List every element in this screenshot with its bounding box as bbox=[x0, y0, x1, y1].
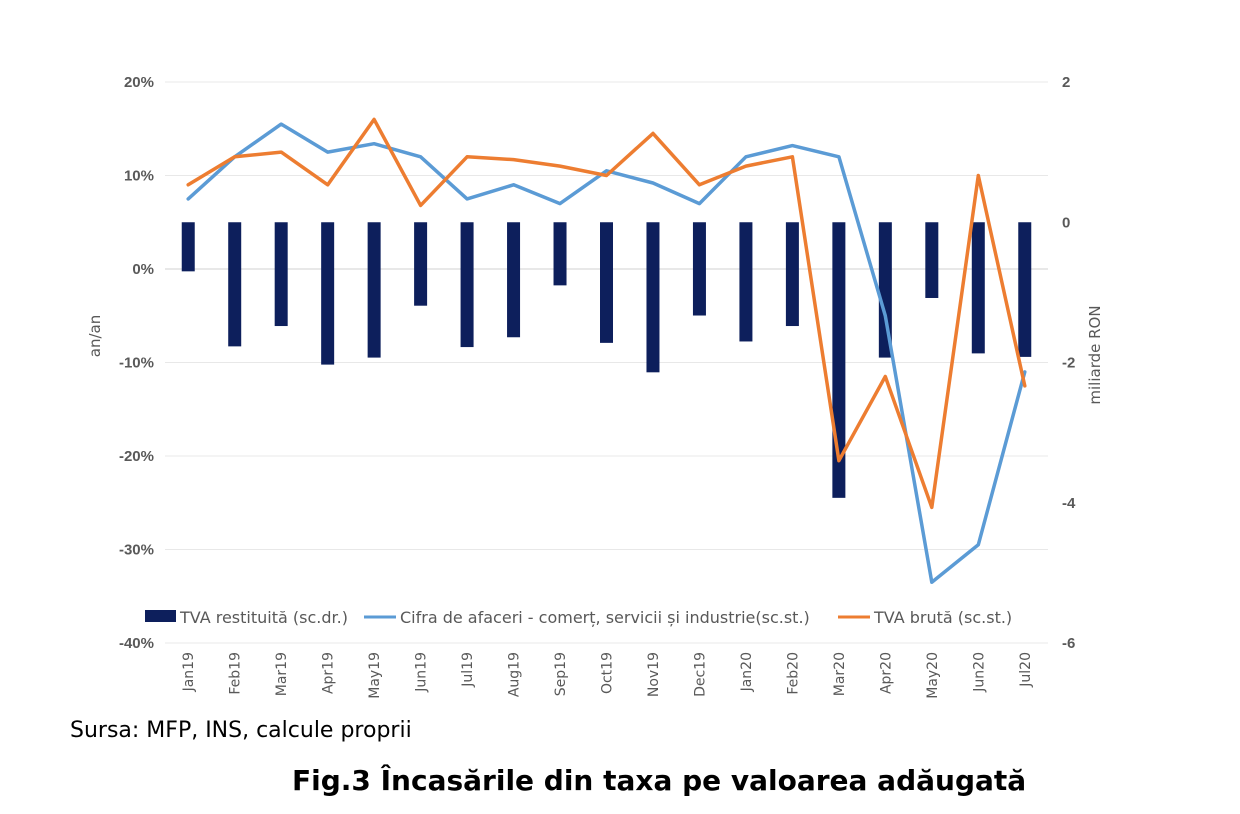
bar bbox=[785, 222, 799, 327]
bar bbox=[181, 222, 195, 272]
bar bbox=[739, 222, 753, 342]
left-tick-label: -10% bbox=[119, 355, 154, 372]
right-tick-label: 2 bbox=[1062, 74, 1070, 91]
bar bbox=[600, 222, 613, 343]
x-tick-label: Oct19 bbox=[600, 652, 616, 694]
x-tick-label: Jun20 bbox=[971, 652, 987, 693]
bar bbox=[321, 222, 335, 365]
x-axis-ticks: Jan19 Feb19 Mar19 Apr19 May19 Jun19 Jul19 Aug19… bbox=[181, 652, 1034, 699]
x-tick-label: Nov19 bbox=[646, 652, 662, 697]
bar bbox=[460, 222, 474, 348]
bar bbox=[507, 222, 521, 338]
figure-title: Fig.3 Încasările din taxa pe valoarea ad… bbox=[292, 764, 1027, 797]
left-axis-ticks: 20% 10% 0% -10% -20% -30% -40% bbox=[119, 74, 154, 652]
legend-label: Cifra de afaceri - comerț, servicii și i… bbox=[400, 608, 810, 627]
left-tick-label: -20% bbox=[119, 448, 154, 465]
legend: TVA restituită (sc.dr.) Cifra de afaceri … bbox=[145, 608, 1012, 627]
x-tick-label: Mar19 bbox=[274, 652, 290, 696]
bar bbox=[367, 222, 381, 358]
x-tick-label: Jan20 bbox=[739, 652, 755, 692]
x-tick-label: Apr19 bbox=[321, 652, 337, 694]
x-tick-label: Feb20 bbox=[785, 652, 801, 695]
bar bbox=[274, 222, 288, 327]
bar bbox=[1018, 222, 1032, 357]
bar bbox=[228, 222, 242, 347]
x-tick-label: Sep19 bbox=[553, 652, 569, 696]
x-tick-label: Jan19 bbox=[181, 652, 197, 692]
x-tick-label: May20 bbox=[925, 652, 941, 699]
line-series bbox=[186, 117, 1027, 584]
x-tick-label: May19 bbox=[367, 652, 383, 699]
x-tick-label: Jul20 bbox=[1018, 652, 1034, 688]
left-tick-label: 0% bbox=[132, 261, 154, 278]
bar bbox=[414, 222, 428, 306]
bar-series-tva-restituita bbox=[181, 222, 1032, 498]
bar bbox=[692, 222, 706, 316]
line-cifra-de-afaceri bbox=[186, 122, 1027, 584]
right-tick-label: -4 bbox=[1062, 495, 1076, 512]
legend-swatch-bar bbox=[145, 610, 176, 622]
grid-lines bbox=[165, 81, 1048, 644]
bar bbox=[971, 222, 985, 354]
x-tick-label: Jul19 bbox=[460, 652, 476, 688]
left-tick-label: -30% bbox=[119, 542, 154, 559]
x-tick-label: Dec19 bbox=[692, 652, 708, 697]
left-axis-title: an/an bbox=[86, 315, 104, 357]
line-tva-bruta bbox=[186, 117, 1027, 510]
x-tick-label: Mar20 bbox=[832, 652, 848, 696]
right-axis-title: miliarde RON bbox=[1086, 305, 1104, 404]
x-tick-label: Jun19 bbox=[414, 652, 430, 693]
right-tick-label: -6 bbox=[1062, 635, 1075, 652]
bar bbox=[553, 222, 567, 286]
bar bbox=[878, 222, 892, 358]
left-tick-label: -40% bbox=[119, 635, 154, 652]
x-tick-label: Aug19 bbox=[507, 652, 523, 697]
right-tick-label: 0 bbox=[1062, 214, 1070, 231]
x-tick-label: Apr20 bbox=[878, 652, 894, 694]
legend-label: TVA brută (sc.st.) bbox=[873, 608, 1012, 627]
source-note: Sursa: MFP, INS, calcule proprii bbox=[70, 718, 412, 743]
legend-label: TVA restituită (sc.dr.) bbox=[179, 608, 348, 627]
bar bbox=[646, 222, 660, 373]
left-tick-label: 10% bbox=[124, 168, 154, 185]
bar bbox=[925, 222, 939, 298]
right-axis-ticks: 2 0 -2 -4 -6 bbox=[1062, 74, 1076, 652]
left-tick-label: 20% bbox=[124, 74, 154, 91]
x-tick-label: Feb19 bbox=[228, 652, 244, 695]
right-tick-label: -2 bbox=[1062, 355, 1075, 372]
